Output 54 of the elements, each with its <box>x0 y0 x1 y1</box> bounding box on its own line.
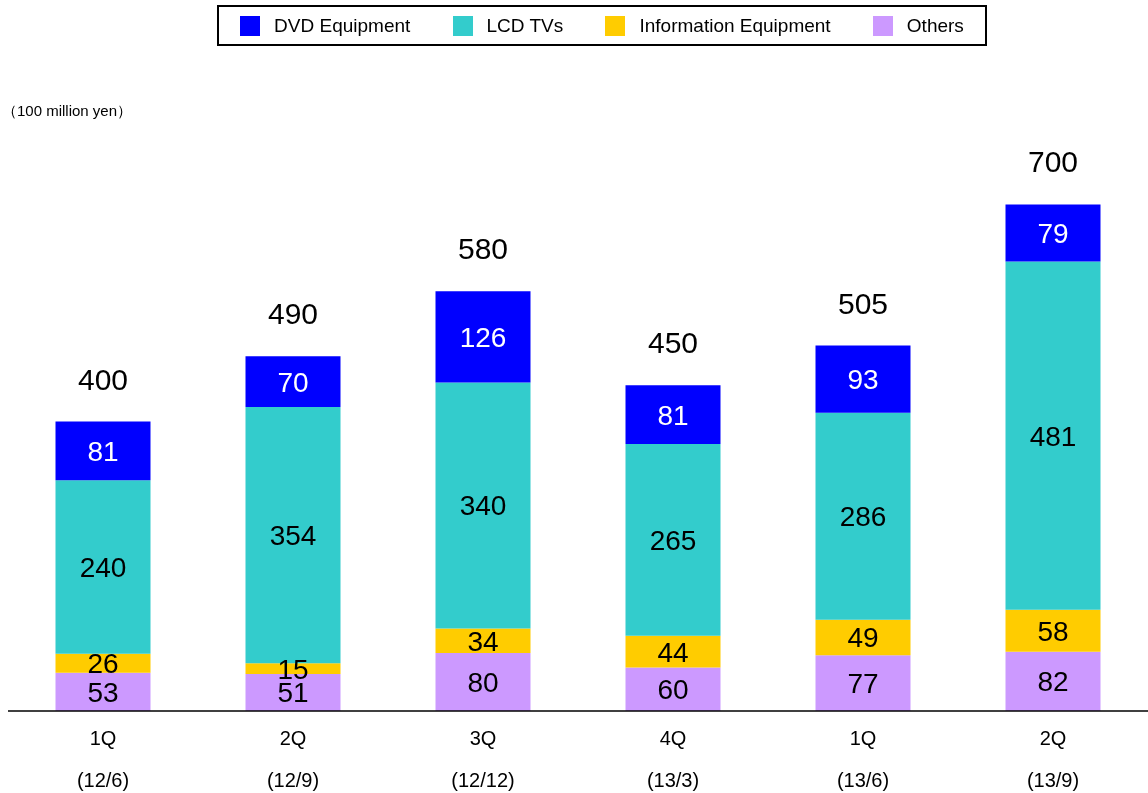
bar <box>1005 261 1101 610</box>
data-label: 126 <box>459 321 507 353</box>
bar <box>55 421 151 481</box>
bar <box>815 412 911 620</box>
bar <box>1005 651 1101 711</box>
data-label: 286 <box>839 501 887 533</box>
bar <box>625 385 721 444</box>
x-tick-label: 3Q (12/12) <box>451 727 515 791</box>
bar <box>435 382 531 629</box>
data-label: 77 <box>847 668 879 700</box>
total-label: 450 <box>647 326 699 360</box>
bar <box>815 619 911 656</box>
x-tick-label: 1Q (12/6) <box>76 727 130 791</box>
data-label: 340 <box>459 490 507 522</box>
data-label: 265 <box>649 524 697 556</box>
bar <box>435 653 531 711</box>
data-label: 79 <box>1037 217 1069 249</box>
bar <box>435 291 531 383</box>
bar <box>625 635 721 668</box>
legend-label: LCD TVs <box>486 14 564 37</box>
data-label: 82 <box>1037 666 1069 698</box>
total-label: 505 <box>837 286 889 320</box>
x-tick-label: 4Q (13/3) <box>646 727 700 791</box>
x-tick-label: 2Q (13/9) <box>1026 727 1080 791</box>
legend-label: DVD Equipment <box>274 14 411 37</box>
data-label: 58 <box>1037 615 1069 647</box>
bar <box>1005 204 1101 262</box>
bar <box>815 655 911 711</box>
data-label: 49 <box>847 622 879 654</box>
bar <box>815 345 911 413</box>
data-label: 70 <box>277 366 309 398</box>
total-label: 580 <box>457 232 509 266</box>
text: （100 million yen） <box>2 102 133 121</box>
data-label: 80 <box>467 666 499 698</box>
x-tick-label: 2Q (12/9) <box>266 727 320 791</box>
data-label: 481 <box>1029 420 1077 452</box>
data-label: 81 <box>87 435 119 467</box>
total-label: 400 <box>77 362 129 396</box>
data-label: 34 <box>467 625 499 657</box>
data-label: 354 <box>269 520 317 552</box>
total-label: 700 <box>1027 145 1079 179</box>
bar <box>625 443 721 636</box>
legend-label: Information Equipment <box>639 14 831 37</box>
data-label: 93 <box>847 364 879 396</box>
data-label: 60 <box>657 674 689 706</box>
legend-label: Others <box>906 14 964 37</box>
data-label: 81 <box>657 399 689 431</box>
total-label: 490 <box>267 297 319 331</box>
data-label: 44 <box>657 636 689 668</box>
bar <box>1005 609 1101 652</box>
x-tick-label: 1Q (13/6) <box>836 727 890 791</box>
bar <box>55 480 151 654</box>
bar <box>245 356 341 408</box>
data-label: 240 <box>79 551 127 583</box>
